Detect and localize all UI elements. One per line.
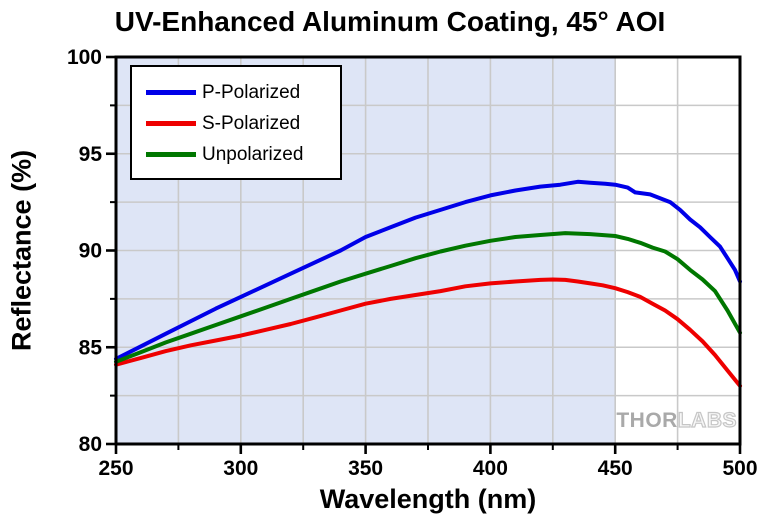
series-line-unpolarized — [114, 231, 742, 364]
legend-item-p-polarized: P-Polarized — [146, 77, 340, 108]
y-tick-label: 90 — [79, 240, 102, 263]
x-tick-label: 500 — [722, 457, 757, 480]
legend: P-Polarized S-Polarized Unpolarized — [130, 65, 342, 180]
x-axis-label: Wavelength (nm) — [319, 484, 537, 514]
legend-label: S-Polarized — [202, 112, 301, 134]
x-tick-label: 450 — [598, 457, 633, 480]
chart-title: UV-Enhanced Aluminum Coating, 45° AOI — [114, 6, 666, 37]
thorlabs-watermark: THORLABS — [616, 408, 737, 433]
y-tick-label: 80 — [79, 433, 102, 456]
legend-item-s-polarized: S-Polarized — [146, 108, 340, 139]
unpolarized-line-swatch — [146, 152, 196, 157]
p-polarized-line-swatch — [146, 90, 196, 95]
legend-item-unpolarized: Unpolarized — [146, 139, 340, 170]
series-line-s-polarized — [114, 277, 742, 388]
y-tick-label: 95 — [79, 143, 103, 166]
s-polarized-line-swatch — [146, 121, 196, 126]
x-tick-label: 350 — [348, 457, 383, 480]
watermark-thor: THOR — [616, 409, 678, 432]
y-tick-label: 100 — [67, 46, 102, 69]
x-tick-label: 250 — [98, 457, 133, 480]
x-tick-label: 300 — [223, 457, 258, 480]
legend-label: Unpolarized — [202, 143, 304, 165]
watermark-labs: LABS — [677, 408, 737, 432]
y-tick-label: 85 — [79, 336, 103, 359]
legend-label: P-Polarized — [202, 81, 301, 103]
series-line-p-polarized — [114, 179, 742, 361]
x-tick-label: 400 — [473, 457, 508, 480]
